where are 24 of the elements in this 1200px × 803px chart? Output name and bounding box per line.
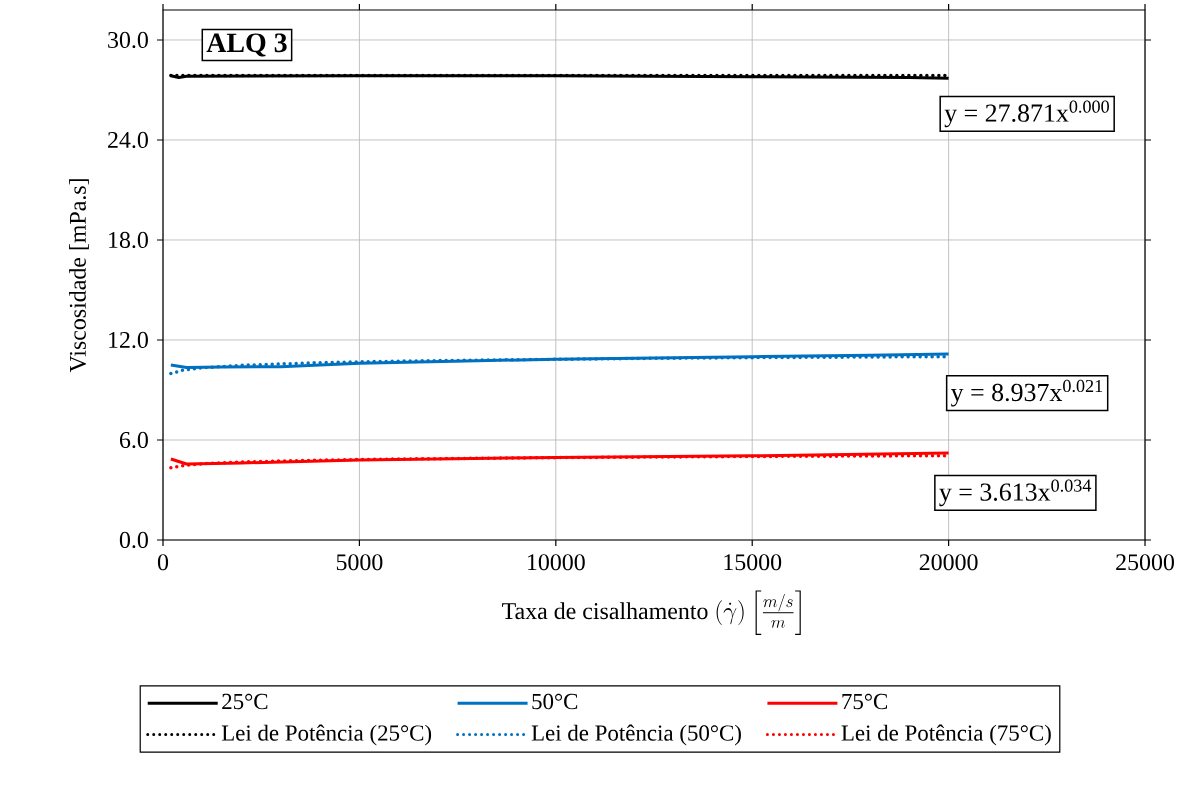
x-tick-label: 5000 bbox=[336, 554, 383, 571]
x-tick-label: 25000 bbox=[1116, 554, 1174, 571]
y-axis-title: Viscosidade [mPa.s] bbox=[69, 179, 89, 373]
annotation: y = 8.937x$^{0.021}$ bbox=[950, 379, 1103, 407]
x-axis-title: $\text{Taxa de cisalhamento } (\dot{\gamma})\left[\frac{m/s}{m}\right]$ bbox=[502, 590, 801, 636]
legend-label: Lei de Potência (50°C) bbox=[531, 724, 741, 746]
y-tick-label: 18.0 bbox=[109, 231, 148, 249]
y-tick-label: 6.0 bbox=[119, 431, 148, 449]
annotation: y = 3.613x$^{0.034}$ bbox=[939, 479, 1092, 507]
x-tick-label: 0 bbox=[157, 554, 169, 571]
legend-label: 25°C bbox=[222, 693, 268, 710]
y-tick-label: 0.0 bbox=[119, 531, 148, 549]
y-tick-label: 30.0 bbox=[108, 31, 148, 49]
legend-label: Lei de Potência (75°C) bbox=[841, 724, 1051, 746]
legend-label: 75°C bbox=[842, 693, 888, 710]
legend-label: 50°C bbox=[532, 693, 578, 710]
x-tick-label: 10000 bbox=[528, 554, 585, 571]
x-tick-label: 20000 bbox=[919, 554, 978, 571]
annotation: y = 27.871x$^{0.000}$ bbox=[944, 100, 1109, 128]
annotation: ALQ 3 bbox=[206, 33, 287, 57]
y-tick-label: 24.0 bbox=[108, 131, 148, 149]
y-tick-label: 12.0 bbox=[109, 331, 148, 349]
legend-label: Lei de Potência (25°C) bbox=[221, 724, 432, 746]
x-tick-label: 15000 bbox=[724, 554, 782, 571]
